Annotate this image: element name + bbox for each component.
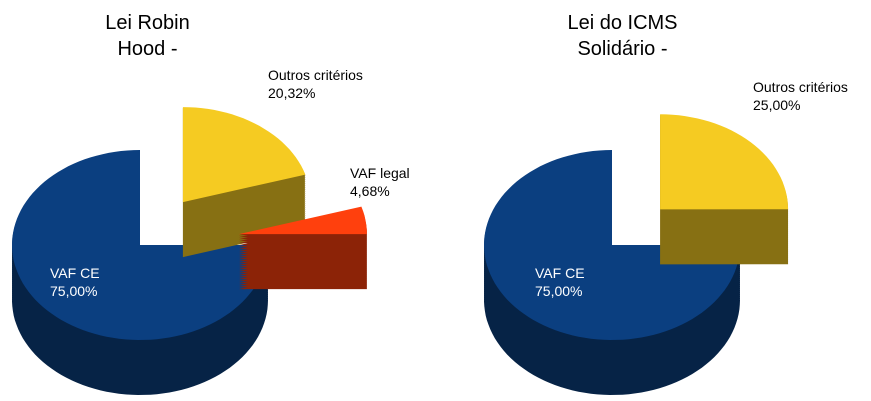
slice [484,150,740,340]
chart-title: Lei Robin Hood - [105,12,190,60]
slice-value-label: 4,68% [350,183,390,199]
slice [12,150,268,340]
chart-title: Lei do ICMS Solidário - [567,12,678,60]
slice-value-label: 25,00% [753,97,800,113]
slice-value-label: 20,32% [268,85,315,101]
slice-value-label: 75,00% [50,283,97,299]
slice [238,206,367,235]
slice-value-label: 75,00% [535,283,582,299]
slice-label: Outros critérios [268,67,363,83]
slice [660,114,789,210]
slice-label: VAF CE [50,265,100,281]
slice [182,107,306,203]
slice-label: VAF legal [350,165,410,181]
slice-label: VAF CE [535,265,585,281]
slice-label: Outros critérios [753,79,848,95]
